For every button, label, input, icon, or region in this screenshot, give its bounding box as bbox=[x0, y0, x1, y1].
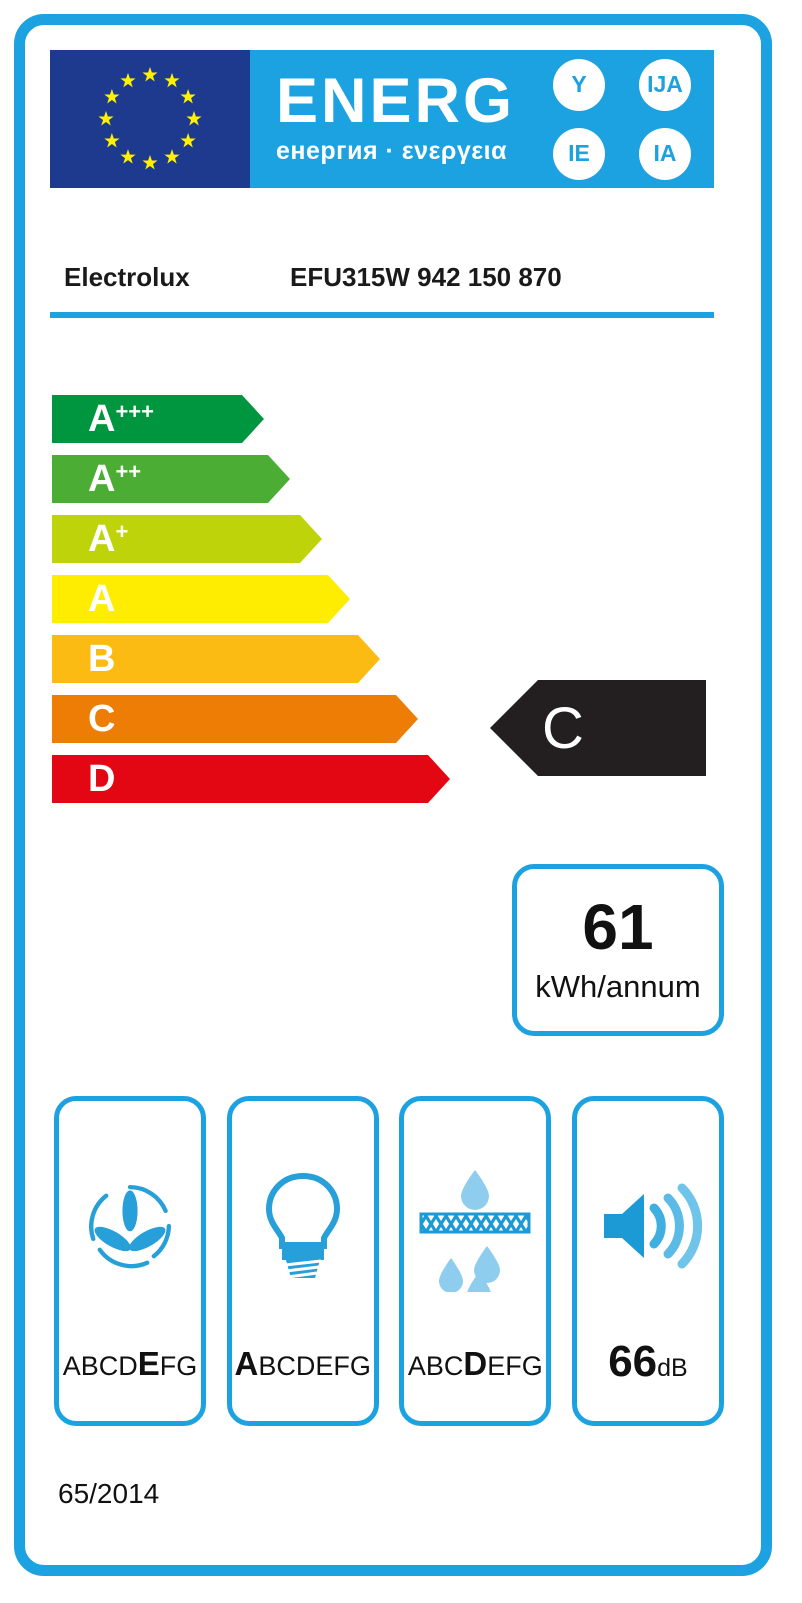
lighting-efficiency-box: ABCDEFG bbox=[226, 1096, 379, 1426]
badge-ia: IA bbox=[639, 127, 691, 180]
energy-class-scale: A +++ A ++ A + A B C D bbox=[52, 395, 472, 815]
scale-letter-base: B bbox=[88, 638, 116, 680]
grease-filtering-efficiency-scale: ABCDEFG bbox=[404, 1345, 546, 1383]
noise-level-box: 66dB bbox=[571, 1096, 724, 1426]
energy-class-arrow: C bbox=[490, 680, 706, 776]
lightbulb-icon bbox=[232, 1161, 374, 1291]
scale-arrow-tip bbox=[300, 515, 322, 563]
scale-before: ABC bbox=[407, 1351, 464, 1381]
arrow-body bbox=[538, 680, 706, 776]
fluid-dynamic-efficiency-box: ABCDEFG bbox=[54, 1096, 206, 1426]
scale-arrow: A ++ bbox=[52, 455, 290, 503]
badge-ie: IE bbox=[553, 127, 605, 180]
scale-letter: B bbox=[88, 635, 115, 683]
scale-arrow-body bbox=[52, 635, 358, 683]
energ-wordmark: ENERG енергия · ενεργεια bbox=[250, 50, 536, 188]
badge-ija: IJA bbox=[639, 58, 691, 111]
scale-arrow-tip bbox=[358, 635, 380, 683]
scale-letter: A + bbox=[88, 515, 128, 563]
scale-letter-base: A bbox=[88, 458, 116, 500]
grease-filtering-efficiency-box: ABCDEFG bbox=[399, 1096, 552, 1426]
scale-arrow-body bbox=[52, 755, 428, 803]
scale-arrow-body bbox=[52, 695, 396, 743]
energ-title: ENERG bbox=[276, 66, 516, 137]
energ-subtitle: енергия · ενεργεια bbox=[276, 136, 507, 165]
scale-letter-base: A bbox=[88, 518, 116, 560]
scale-row-c: C bbox=[52, 695, 418, 743]
fan-icon bbox=[59, 1161, 201, 1291]
scale-after: EFG bbox=[487, 1351, 543, 1381]
header-divider bbox=[50, 312, 714, 318]
supplier-brand: Electrolux bbox=[64, 262, 190, 292]
scale-letter: A bbox=[88, 575, 115, 623]
scale-arrow-tip bbox=[242, 395, 264, 443]
supplier-model: EFU315W 942 150 870 bbox=[290, 262, 562, 292]
regulation-reference: 65/2014 bbox=[58, 1478, 160, 1509]
scale-after: BCDEFG bbox=[258, 1351, 371, 1381]
scale-arrow-tip bbox=[268, 455, 290, 503]
lighting-efficiency-scale: ABCDEFG bbox=[232, 1345, 374, 1383]
scale-arrow: C bbox=[52, 695, 418, 743]
eu-flag-icon bbox=[50, 50, 250, 188]
scale-before: ABCD bbox=[62, 1351, 138, 1381]
speaker-icon bbox=[577, 1161, 719, 1291]
supplier-row: Electrolux EFU315W 942 150 870 bbox=[50, 262, 714, 308]
scale-letter: A ++ bbox=[88, 455, 141, 503]
scale-arrow: B bbox=[52, 635, 380, 683]
scale-letter-base: D bbox=[88, 758, 116, 800]
energy-consumption-box: 61 kWh/annum bbox=[512, 864, 724, 1036]
scale-letter-base: A bbox=[88, 398, 116, 440]
energy-consumption-value: 61 bbox=[582, 891, 654, 963]
scale-arrow-tip bbox=[428, 755, 450, 803]
noise-level-unit: dB bbox=[657, 1354, 688, 1382]
scale-letter-plus: + bbox=[115, 519, 129, 544]
scale-class: E bbox=[137, 1345, 160, 1382]
scale-arrow: A + bbox=[52, 515, 322, 563]
scale-arrow-body bbox=[52, 515, 300, 563]
label-header: ENERG енергия · ενεργεια Y IJA IE IA bbox=[50, 50, 714, 188]
noise-level-value: 66 bbox=[608, 1337, 658, 1386]
scale-letter: D bbox=[88, 755, 115, 803]
scale-arrow-tip bbox=[396, 695, 418, 743]
scale-row-d: D bbox=[52, 755, 450, 803]
scale-row-b: B bbox=[52, 635, 380, 683]
energy-class-letter: C bbox=[542, 695, 584, 761]
scale-arrow: A bbox=[52, 575, 350, 623]
scale-row-aplusplusplus: A +++ bbox=[52, 395, 264, 443]
scale-row-aplusplus: A ++ bbox=[52, 455, 290, 503]
fluid-dynamic-efficiency-scale: ABCDEFG bbox=[59, 1345, 201, 1383]
scale-arrow: D bbox=[52, 755, 450, 803]
grease-filter-icon bbox=[404, 1161, 546, 1292]
metric-boxes: ABCDEFG ABCDEFG bbox=[54, 1096, 724, 1426]
scale-letter-plus: ++ bbox=[115, 459, 142, 484]
scale-row-aplus: A + bbox=[52, 515, 322, 563]
language-badges: Y IJA IE IA bbox=[536, 50, 714, 188]
scale-arrow-tip bbox=[328, 575, 350, 623]
energy-consumption-unit: kWh/annum bbox=[535, 969, 701, 1004]
scale-arrow: A +++ bbox=[52, 395, 264, 443]
scale-class: D bbox=[463, 1345, 488, 1382]
energ-panel: ENERG енергия · ενεργεια Y IJA IE IA bbox=[250, 50, 714, 188]
scale-letter-base: A bbox=[88, 578, 116, 620]
scale-after: FG bbox=[159, 1351, 198, 1381]
scale-row-a: A bbox=[52, 575, 350, 623]
scale-letter: C bbox=[88, 695, 115, 743]
noise-level-value-group: 66dB bbox=[577, 1337, 719, 1387]
scale-letter-plus: +++ bbox=[115, 399, 154, 424]
scale-letter-base: C bbox=[88, 698, 116, 740]
scale-arrow-body bbox=[52, 455, 268, 503]
scale-arrow-body bbox=[52, 575, 328, 623]
scale-class: A bbox=[234, 1345, 259, 1382]
arrow-tip bbox=[490, 680, 538, 776]
scale-arrow-body bbox=[52, 395, 242, 443]
badge-y: Y bbox=[553, 58, 605, 111]
scale-letter: A +++ bbox=[88, 395, 154, 443]
